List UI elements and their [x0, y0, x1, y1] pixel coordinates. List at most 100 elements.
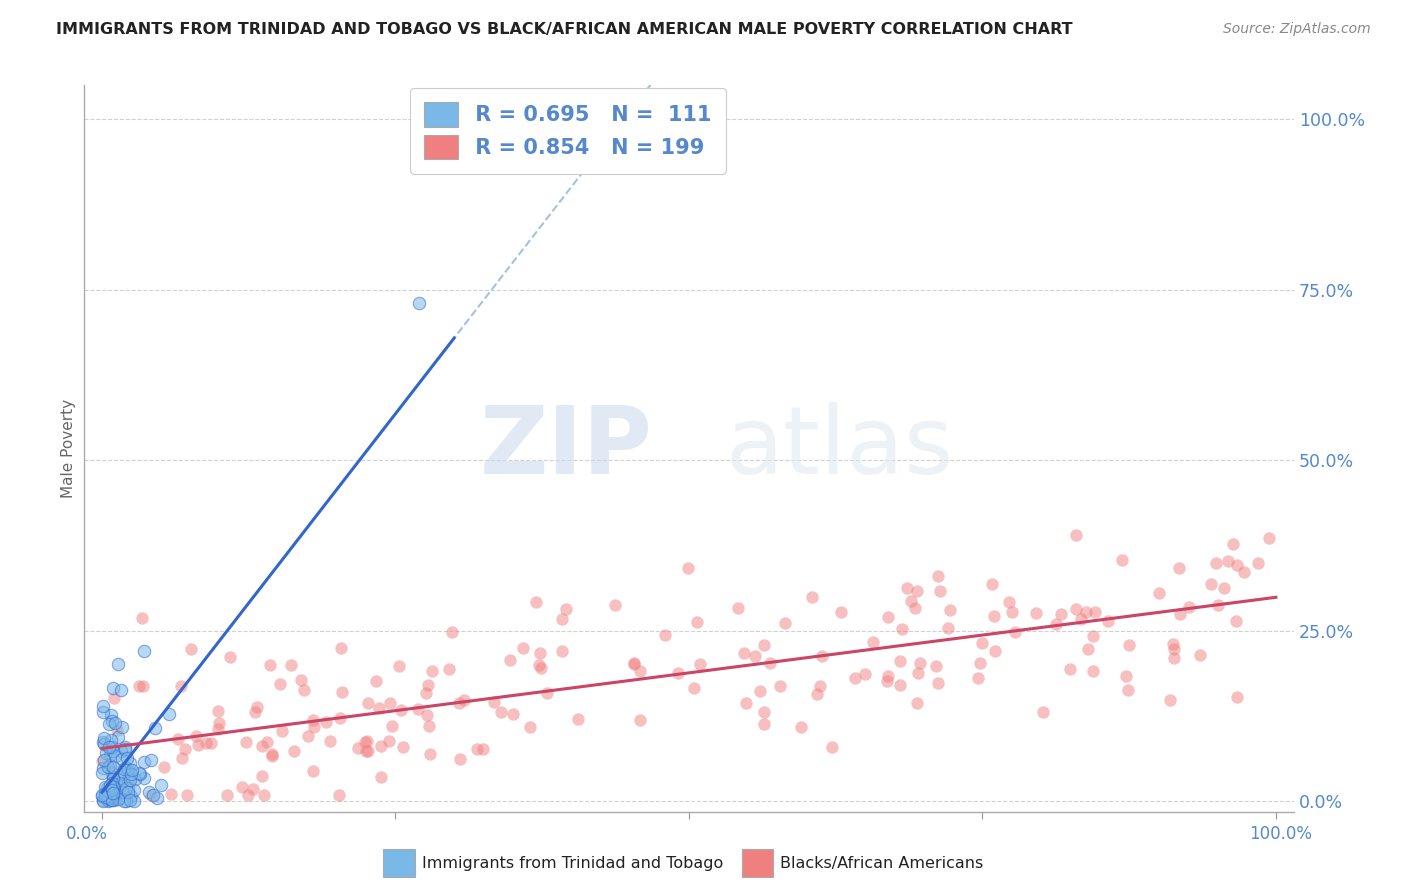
Point [800, 591, 823, 605]
Point [107, 730, 129, 744]
Point [159, 787, 181, 801]
Point [997, 595, 1019, 609]
Point [94, 780, 117, 795]
Point [101, 786, 124, 800]
Point [145, 790, 167, 805]
Point [551, 643, 574, 657]
Point [1077, 641, 1099, 656]
Point [103, 691, 125, 706]
Point [142, 789, 165, 803]
Point [904, 601, 927, 615]
Point [1233, 565, 1256, 579]
Point [370, 770, 392, 784]
Point [929, 584, 952, 599]
Point [108, 775, 131, 789]
Point [567, 712, 589, 726]
Point [1001, 605, 1024, 619]
Point [100, 707, 122, 722]
Point [811, 649, 834, 664]
Point [269, 677, 291, 691]
Point [120, 792, 142, 806]
Point [121, 764, 143, 778]
Text: Immigrants from Trinidad and Tobago: Immigrants from Trinidad and Tobago [422, 855, 723, 871]
Point [117, 780, 139, 795]
Point [526, 595, 548, 609]
Point [174, 742, 197, 756]
Point [806, 688, 828, 702]
Point [529, 646, 551, 660]
Point [242, 781, 264, 796]
Point [981, 577, 1004, 591]
Point [139, 788, 162, 802]
Point [623, 657, 645, 672]
Point [1212, 581, 1234, 595]
Point [124, 772, 146, 786]
Point [927, 675, 949, 690]
Point [419, 747, 441, 761]
Point [170, 750, 193, 764]
Point [1205, 556, 1227, 570]
Y-axis label: Male Poverty: Male Poverty [60, 399, 76, 498]
Point [666, 665, 689, 680]
Point [96, 790, 118, 805]
Point [245, 705, 267, 719]
Point [194, 736, 217, 750]
Point [170, 679, 193, 693]
Point [1159, 693, 1181, 707]
Point [366, 673, 388, 688]
Point [98, 757, 121, 772]
Point [271, 724, 294, 739]
Point [110, 683, 132, 698]
Point [392, 739, 415, 754]
Point [354, 734, 377, 748]
Point [676, 561, 699, 575]
Point [115, 761, 138, 775]
Point [112, 767, 135, 781]
Point [907, 665, 929, 680]
Point [91, 705, 114, 719]
Point [502, 707, 524, 722]
Point [357, 743, 380, 757]
Text: Source: ZipAtlas.com: Source: ZipAtlas.com [1223, 22, 1371, 37]
Point [100, 747, 122, 762]
Point [1084, 605, 1107, 619]
Point [752, 717, 775, 731]
Point [683, 681, 706, 696]
Point [1189, 648, 1212, 662]
Point [821, 740, 844, 755]
Point [246, 700, 269, 714]
Point [1163, 641, 1185, 656]
Point [101, 681, 124, 695]
Point [101, 782, 124, 797]
Point [876, 669, 898, 683]
Point [231, 780, 253, 795]
Point [1049, 607, 1071, 621]
Point [465, 742, 488, 756]
Point [150, 778, 173, 792]
Point [101, 763, 124, 777]
Text: 100.0%: 100.0% [1249, 825, 1312, 843]
Point [104, 785, 127, 799]
Point [967, 671, 990, 685]
Point [101, 772, 124, 786]
Point [447, 697, 470, 711]
Point [100, 783, 122, 797]
Point [97, 794, 120, 808]
Point [120, 789, 142, 803]
Point [180, 642, 202, 657]
Point [328, 788, 350, 802]
Point [91, 761, 114, 775]
Point [124, 782, 146, 797]
Point [105, 789, 128, 804]
Point [94, 789, 117, 803]
Point [1225, 614, 1247, 628]
Point [138, 784, 160, 798]
Point [453, 693, 475, 707]
Point [830, 605, 852, 619]
Point [91, 755, 114, 769]
Point [1025, 606, 1047, 620]
Point [96, 746, 118, 760]
Point [97, 789, 120, 804]
Point [1064, 528, 1087, 542]
Point [1168, 607, 1191, 621]
